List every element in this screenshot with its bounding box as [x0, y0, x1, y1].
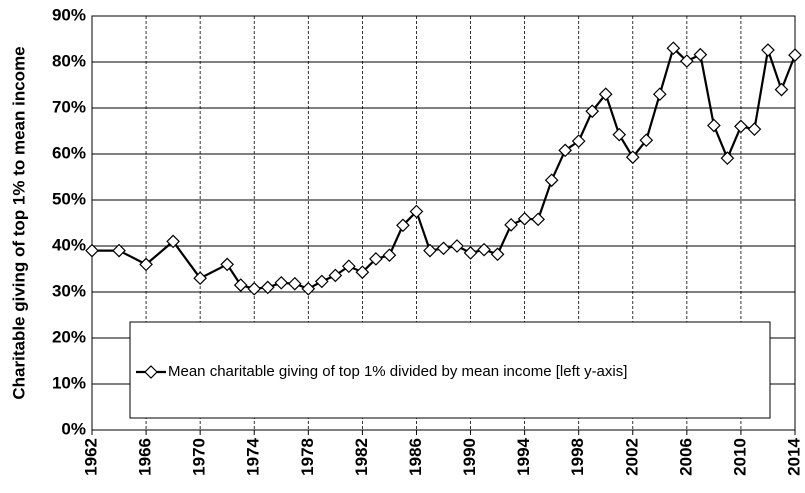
y-tick-label: 40% [52, 235, 86, 254]
data-point [747, 122, 762, 137]
x-tick-label: 2006 [676, 438, 695, 476]
x-tick-label: 1990 [460, 438, 479, 476]
data-point [788, 48, 802, 62]
data-point [571, 134, 586, 148]
data-point [328, 268, 343, 283]
data-point [396, 218, 410, 233]
data-point [342, 259, 356, 274]
data-point [301, 281, 316, 296]
data-point [679, 54, 694, 68]
x-tick-label: 1986 [406, 438, 425, 476]
data-point [436, 241, 451, 256]
data-point [531, 212, 545, 227]
x-tick-label: 2010 [730, 438, 749, 476]
data-point [287, 276, 302, 291]
data-point [761, 43, 775, 57]
data-point [693, 47, 708, 62]
data-point [517, 212, 532, 226]
data-point [652, 87, 667, 102]
y-tick-label: 50% [52, 189, 86, 208]
data-point [707, 118, 721, 133]
y-tick-label: 60% [52, 143, 86, 162]
data-point [585, 104, 600, 119]
data-point [544, 173, 559, 188]
legend-label: Mean charitable giving of top 1% divided… [168, 363, 627, 380]
y-axis-label: Charitable giving of top 1% to mean inco… [9, 46, 28, 399]
data-point [625, 150, 640, 165]
data-point [734, 119, 748, 134]
data-point [193, 271, 208, 286]
x-tick-label: 2014 [784, 437, 803, 475]
x-tick-label: 1974 [244, 437, 263, 475]
y-tick-label: 10% [52, 373, 86, 392]
data-point [247, 281, 262, 296]
x-tick-label: 1998 [568, 438, 587, 476]
x-tick-label: 1966 [136, 438, 155, 476]
data-point [666, 41, 681, 56]
data-point [85, 243, 99, 258]
data-point [166, 234, 180, 249]
data-point [382, 248, 397, 263]
x-tick-label: 1970 [190, 438, 209, 476]
data-point [260, 280, 275, 295]
data-point [314, 274, 329, 289]
x-tick-label: 1982 [352, 438, 371, 476]
data-point [463, 246, 478, 260]
x-tick-label: 1962 [81, 438, 100, 476]
x-tick-label: 1978 [298, 438, 317, 476]
data-point [558, 143, 573, 158]
data-point [274, 275, 289, 290]
y-tick-label: 70% [52, 97, 86, 116]
data-point [355, 265, 370, 280]
data-point [369, 252, 383, 266]
data-point [477, 242, 491, 257]
data-point [720, 151, 735, 165]
x-tick-label: 2002 [622, 438, 641, 476]
data-point [409, 204, 424, 219]
data-point [504, 217, 518, 232]
data-point [233, 278, 248, 292]
legend-marker [144, 365, 158, 379]
y-tick-label: 90% [52, 5, 86, 24]
legend [129, 321, 771, 419]
data-point [774, 82, 789, 97]
data-point [639, 133, 654, 148]
y-tick-label: 0% [61, 419, 86, 438]
data-point [423, 243, 437, 258]
data-point [220, 257, 235, 272]
data-point [139, 257, 153, 272]
data-point [450, 239, 464, 253]
x-tick-label: 1994 [514, 437, 533, 475]
y-tick-label: 80% [52, 51, 86, 70]
data-point [112, 243, 126, 258]
data-point [612, 127, 627, 142]
y-tick-label: 20% [52, 327, 86, 346]
y-tick-label: 30% [52, 281, 86, 300]
data-point [490, 247, 505, 262]
data-point [598, 87, 613, 102]
